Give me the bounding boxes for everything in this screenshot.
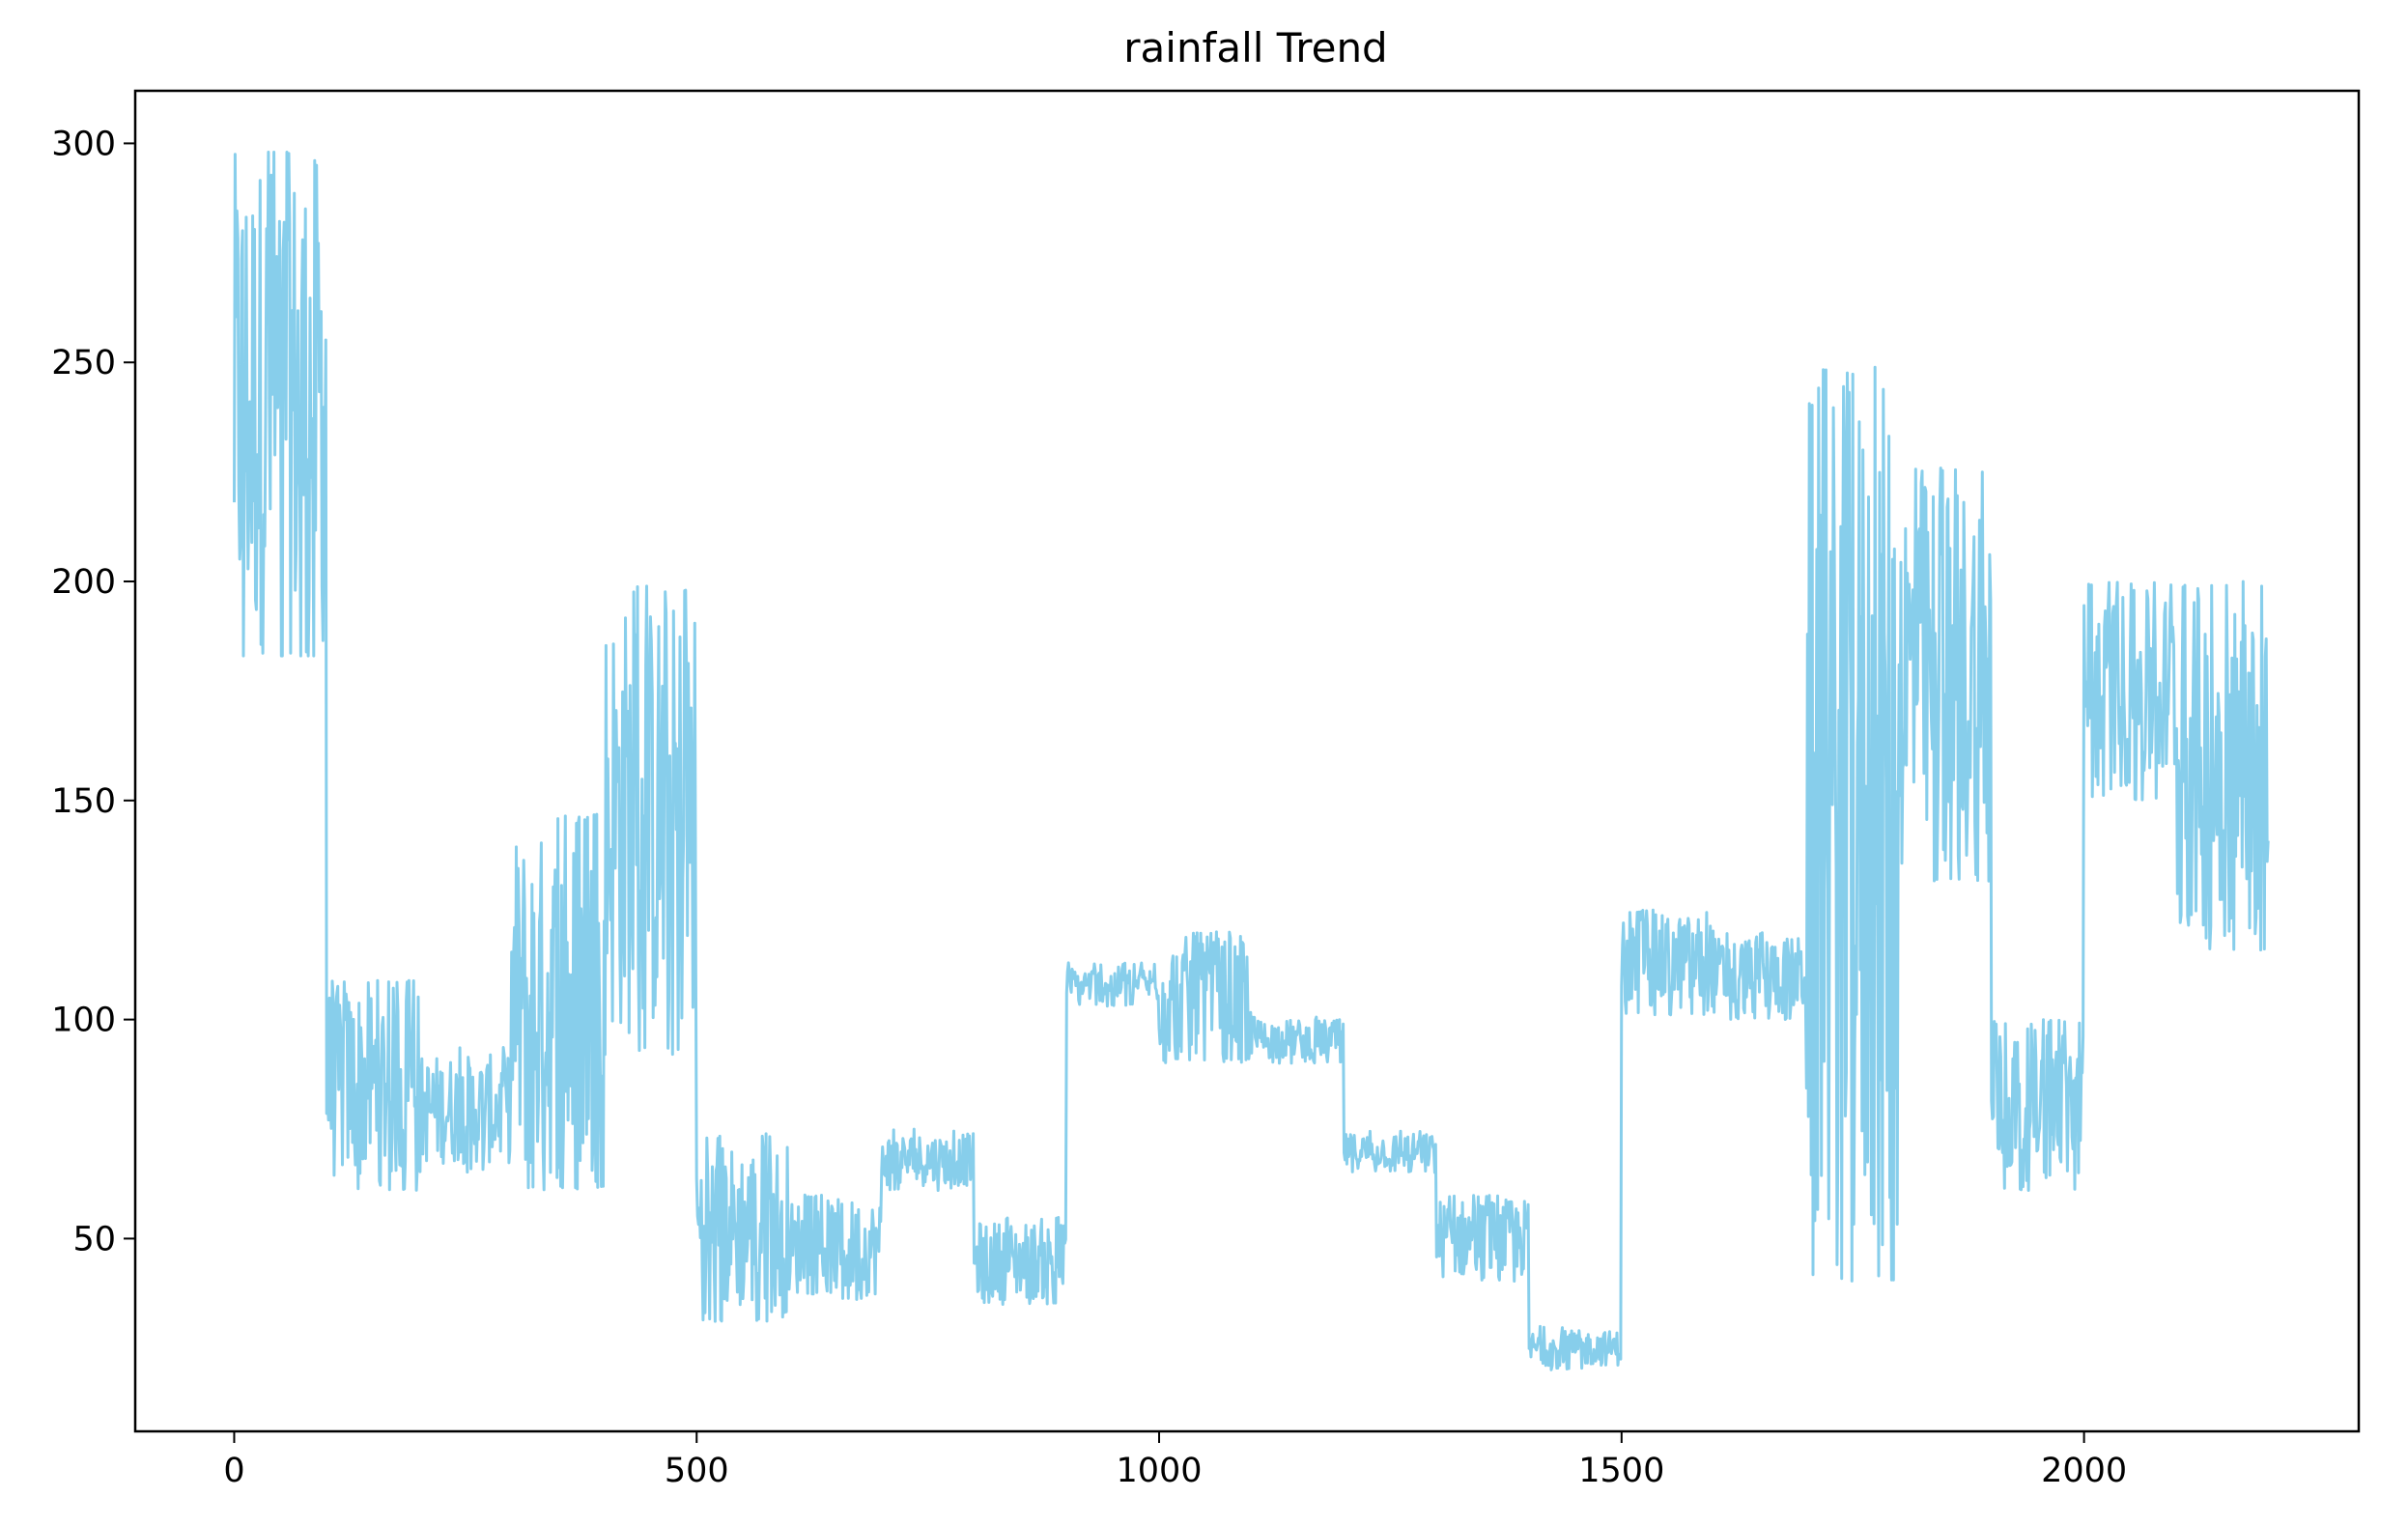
x-tick-label: 1000 bbox=[1116, 1452, 1202, 1490]
y-tick-label: 150 bbox=[51, 782, 116, 821]
y-tick-label: 100 bbox=[51, 1002, 116, 1040]
y-axis: 50 100 150 200 250 300 bbox=[51, 125, 135, 1258]
plot-frame bbox=[133, 89, 2361, 1433]
y-tick-label: 50 bbox=[72, 1220, 116, 1258]
y-tick-label: 300 bbox=[51, 125, 116, 163]
x-tick-label: 2000 bbox=[2041, 1452, 2127, 1490]
y-tick-label: 250 bbox=[51, 344, 116, 382]
y-tick-label: 200 bbox=[51, 563, 116, 602]
series-layer bbox=[233, 151, 2270, 1371]
x-tick-label: 1500 bbox=[1578, 1452, 1664, 1490]
chart-title: rainfall Trend bbox=[1123, 24, 1387, 71]
x-axis: 0 500 1000 1500 2000 bbox=[223, 1431, 2127, 1490]
x-tick-label: 0 bbox=[223, 1452, 244, 1490]
series-line bbox=[233, 151, 2270, 1371]
x-tick-label: 500 bbox=[665, 1452, 729, 1490]
